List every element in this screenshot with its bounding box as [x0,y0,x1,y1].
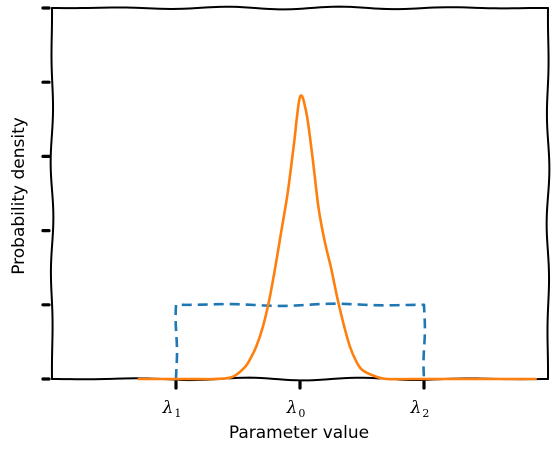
plot-frame-left [49,7,55,380]
series-line-peaked [137,94,537,381]
x-tick-label: λ2 [410,398,430,420]
plot-frame-right [545,7,551,380]
series-line-uniform [174,302,427,380]
series-group [137,94,537,381]
x-axis-ticks: λ1 λ0 λ2 [162,380,430,420]
y-axis-label: Probability density [9,117,29,275]
x-tick-label: λ1 [162,398,182,420]
plot-frame-top [51,5,549,11]
x-tick-label: λ0 [286,398,306,420]
x-axis-label: Parameter value [229,423,369,443]
y-axis-ticks [41,6,51,381]
